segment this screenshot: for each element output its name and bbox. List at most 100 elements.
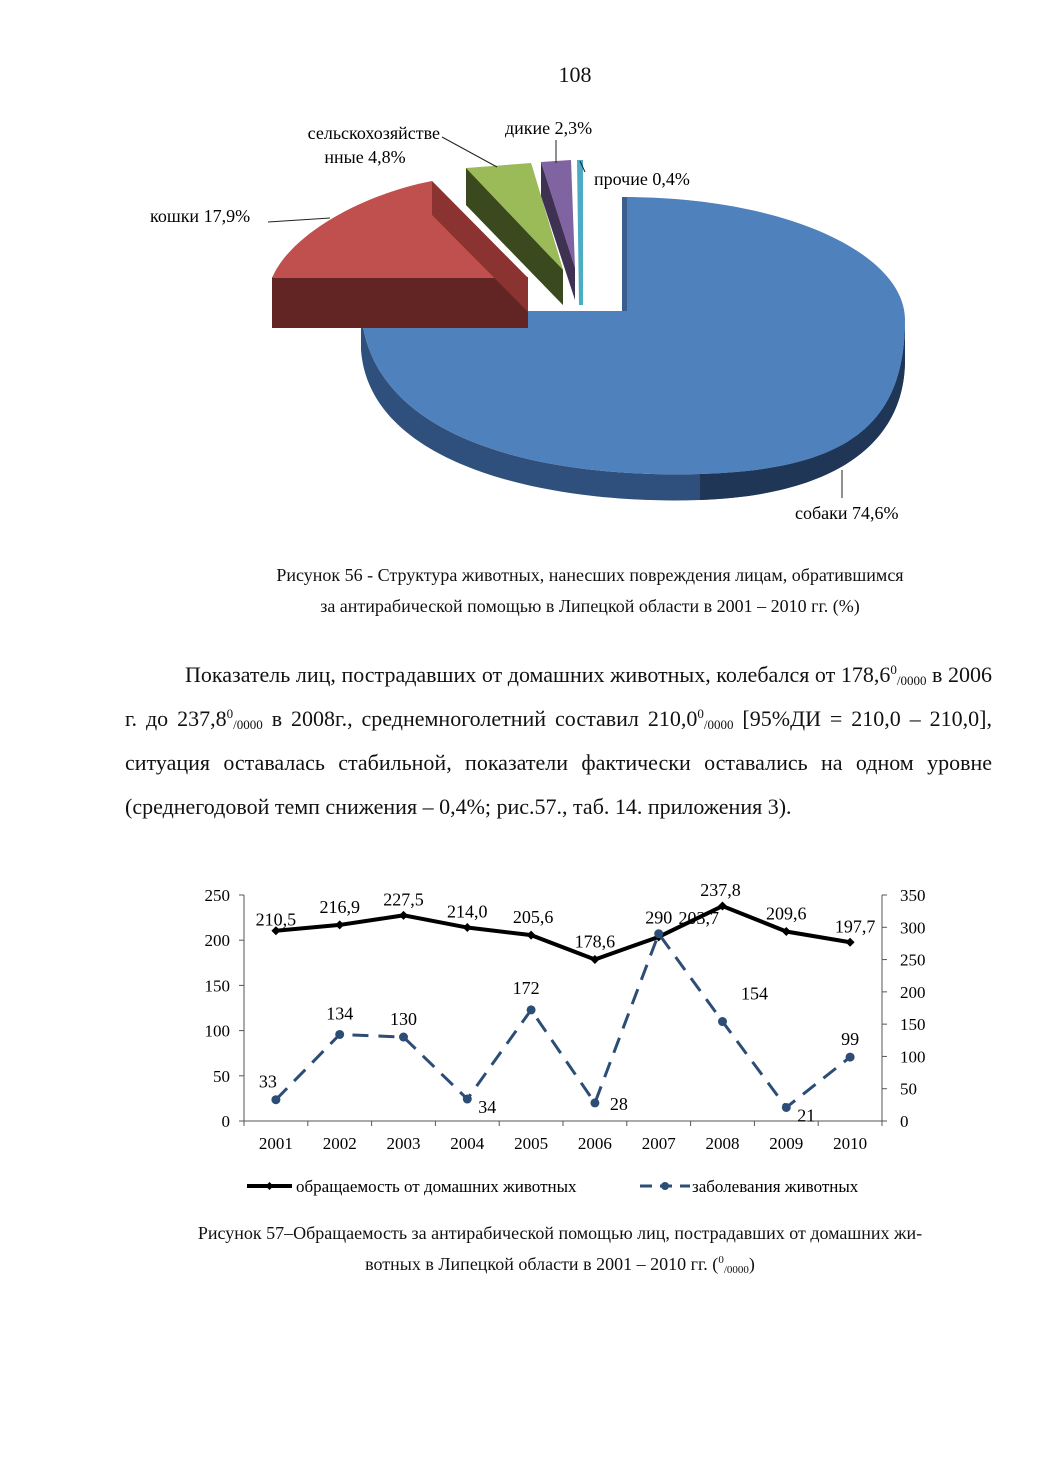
series-line-animal-disease	[274, 930, 852, 1110]
y-tick-label-left: 150	[205, 976, 231, 995]
data-label-animal-disease: 34	[478, 1097, 496, 1117]
data-label-requests: 205,6	[513, 907, 554, 927]
chart-series	[271, 901, 855, 1112]
figure-57-caption: Рисунок 57–Обращаемость за антирабическо…	[120, 1218, 1000, 1280]
superscript: 0	[718, 1254, 724, 1266]
x-tick-label: 2008	[706, 1134, 740, 1153]
series-point-animal-disease	[654, 929, 664, 939]
y-tick-label-left: 50	[213, 1067, 230, 1086]
text-run: в 2008г., среднемноголетний составил 210…	[262, 706, 698, 731]
subscript: /0000	[233, 717, 263, 732]
series-point-requests	[590, 955, 600, 965]
series-point-animal-disease	[590, 1098, 600, 1108]
caption-text: )	[748, 1254, 755, 1274]
series-point-requests	[845, 937, 855, 947]
pie-label-agricultural-2: нные 4,8%	[324, 147, 405, 167]
data-label-animal-disease: 172	[513, 978, 540, 998]
series-point-requests	[271, 926, 281, 936]
x-tick-label: 2009	[769, 1134, 803, 1153]
pie-slice-wild	[541, 160, 575, 300]
leader-line	[267, 217, 331, 223]
subscript: /0000	[703, 717, 734, 732]
chart-axes: 0 50 100 150 200 250 0 50 100 150 200 250 300 350 2001…	[205, 886, 926, 1153]
data-label-animal-disease: 154	[741, 984, 768, 1004]
y-tick-label-left: 200	[205, 931, 231, 950]
series-point-animal-disease	[845, 1052, 855, 1062]
leader-line	[441, 136, 498, 168]
y-tick-label-right: 150	[900, 1015, 926, 1034]
leader-line	[579, 160, 586, 173]
superscript: 0	[226, 706, 234, 721]
pie-label-dogs: собаки 74,6%	[795, 503, 899, 523]
pie-slice-cats	[272, 181, 528, 328]
caption-line: Рисунок 57–Обращаемость за антирабическо…	[197, 1223, 923, 1243]
figure-56-caption: Рисунок 56 - Структура животных, нанесши…	[150, 560, 1030, 622]
pie-label-other: прочие 0,4%	[594, 169, 690, 189]
body-paragraph: Показатель лиц, пострадавших от домашних…	[125, 653, 992, 829]
series-point-requests	[335, 920, 345, 930]
data-label-requests: 237,8	[700, 880, 741, 900]
text-run: [95%ДИ = 210,0 – 210,0], ситуация остава…	[125, 706, 992, 819]
page-number: 108	[558, 62, 592, 87]
series-point-animal-disease	[271, 1095, 281, 1105]
y-tick-label-right: 0	[900, 1112, 909, 1131]
legend-marker	[265, 1182, 274, 1190]
pie-slice-other	[577, 160, 583, 305]
data-label-animal-disease: 99	[841, 1029, 859, 1049]
text-run: Показатель лиц, пострадавших от домашних…	[185, 662, 891, 687]
series-point-requests	[718, 901, 727, 911]
y-tick-label-right: 50	[900, 1080, 917, 1099]
x-tick-label: 2002	[323, 1134, 357, 1153]
data-label-animal-disease: 134	[326, 1003, 353, 1023]
x-tick-label: 2001	[259, 1134, 293, 1153]
data-label-requests: 203,7	[678, 908, 719, 928]
chart-data-labels: 210,5 216,9 227,5 214,0 205,6 178,6 203,7 237,8…	[256, 880, 876, 1125]
caption-line: за антирабической помощью в Липецкой обл…	[320, 596, 860, 616]
pie-slice-dogs	[361, 197, 905, 501]
legend-label: обращаемость от домашних животных	[296, 1177, 577, 1196]
y-tick-label-left: 0	[222, 1112, 231, 1131]
y-tick-label-right: 300	[900, 918, 926, 937]
pie-slice-agricultural	[466, 163, 563, 305]
series-point-animal-disease	[781, 1102, 791, 1112]
x-tick-label: 2007	[642, 1134, 677, 1153]
text-run: в 2006 г. до 237,8	[125, 662, 993, 731]
y-tick-label-right: 100	[900, 1047, 926, 1066]
series-point-animal-disease	[718, 1017, 727, 1027]
caption-text: вотных в Липецкой области в 2001 – 2010 …	[365, 1254, 719, 1274]
data-label-animal-disease: 290	[645, 908, 672, 928]
data-label-requests: 209,6	[766, 904, 807, 924]
data-label-requests: 227,5	[383, 889, 424, 909]
data-label-requests: 216,9	[319, 897, 360, 917]
y-tick-label-right: 250	[900, 951, 926, 970]
pie-label-wild: дикие 2,3%	[505, 118, 592, 138]
superscript: 0	[890, 662, 897, 677]
x-tick-label: 2006	[578, 1134, 612, 1153]
data-label-animal-disease: 33	[259, 1072, 277, 1092]
data-label-requests: 197,7	[835, 916, 876, 936]
series-line-requests	[275, 903, 851, 962]
pie-label-cats: кошки 17,9%	[150, 206, 250, 226]
caption-line: вотных в Липецкой области в 2001 – 2010 …	[120, 1249, 1000, 1280]
x-tick-label: 2003	[387, 1134, 421, 1153]
data-label-animal-disease: 130	[390, 1009, 417, 1029]
data-label-requests: 210,5	[256, 910, 297, 930]
series-point-requests	[462, 923, 472, 933]
series-point-animal-disease	[462, 1094, 472, 1104]
line-chart: 0 50 100 150 200 250 0 50 100 150 200 250 300 350 2001…	[205, 880, 926, 1196]
caption-line: Рисунок 56 - Структура животных, нанесши…	[276, 565, 904, 585]
series-point-animal-disease	[526, 1005, 536, 1015]
x-tick-label: 2005	[514, 1134, 548, 1153]
series-point-requests	[399, 910, 408, 920]
x-tick-label: 2010	[833, 1134, 867, 1153]
data-label-requests: 178,6	[575, 932, 616, 952]
series-point-animal-disease	[335, 1029, 345, 1039]
x-tick-label: 2004	[450, 1134, 485, 1153]
subscript: /0000	[723, 1264, 749, 1276]
series-point-requests	[781, 927, 791, 937]
legend-marker	[661, 1182, 669, 1190]
pie-chart: сельскохозяйстве нные 4,8% дикие 2,3% пр…	[150, 118, 905, 523]
data-label-animal-disease: 21	[797, 1105, 815, 1125]
superscript: 0	[697, 706, 704, 721]
y-tick-label-right: 200	[900, 983, 926, 1002]
